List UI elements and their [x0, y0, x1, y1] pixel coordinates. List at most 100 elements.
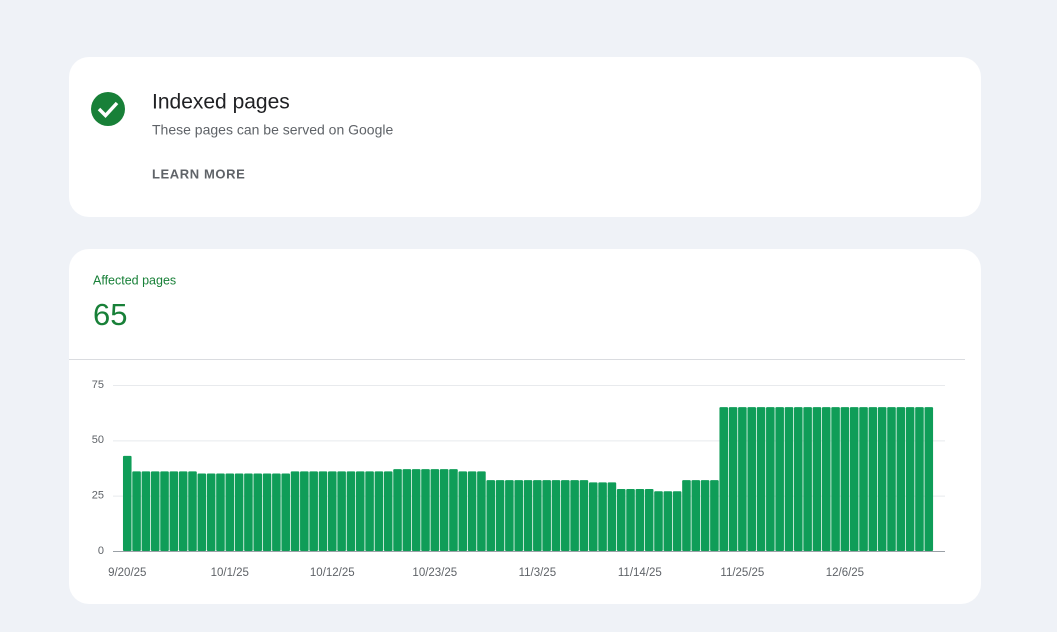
bar [775, 407, 784, 551]
x-tick-label: 11/25/25 [720, 567, 764, 579]
bar [905, 407, 915, 551]
bar [896, 407, 906, 551]
y-tick-label: 50 [92, 434, 104, 446]
bar [561, 480, 570, 551]
bar [272, 473, 281, 551]
bar [887, 407, 896, 551]
bar [411, 469, 421, 551]
bar [784, 407, 794, 551]
bar [495, 480, 505, 551]
x-tick-label: 10/12/25 [310, 567, 355, 579]
bar [682, 480, 691, 551]
bar [551, 480, 561, 551]
bar [728, 407, 738, 551]
bar [626, 489, 635, 551]
bar [607, 482, 617, 551]
bar [141, 471, 151, 551]
x-tick-label: 12/6/25 [826, 567, 864, 579]
bar [458, 471, 468, 551]
card-title: Indexed pages [152, 91, 290, 114]
bar [328, 471, 337, 551]
chart: 0 25 50 75 9/20/25 10/1/25 10/12/25 10/23/25 11/… [92, 379, 945, 579]
bar [206, 473, 216, 551]
bar [383, 471, 393, 551]
bar [514, 480, 523, 551]
bar [178, 471, 188, 551]
bar [644, 489, 654, 551]
bar [253, 473, 263, 551]
y-tick-label: 75 [92, 379, 104, 391]
bar [449, 469, 458, 551]
bar [756, 407, 766, 551]
bar [616, 489, 626, 551]
bar [346, 471, 356, 551]
bar [439, 469, 449, 551]
status-card [69, 57, 981, 217]
check-mark [97, 101, 119, 119]
bar [150, 471, 160, 551]
x-tick-label: 9/20/25 [108, 567, 146, 579]
bar [821, 407, 831, 551]
x-tick-label: 11/14/25 [618, 567, 662, 579]
summary-label: Affected pages [93, 273, 176, 287]
bar [197, 473, 207, 551]
bar [766, 407, 775, 551]
bar [635, 489, 645, 551]
x-tick-label: 10/23/25 [412, 567, 457, 579]
bar [234, 473, 244, 551]
bar [169, 471, 179, 551]
x-tick-label: 11/3/25 [519, 567, 557, 579]
bar [337, 471, 346, 551]
learn-more-link[interactable]: LEARN MORE [152, 166, 245, 181]
bar [570, 480, 579, 551]
bar [160, 471, 169, 551]
bar [663, 491, 673, 551]
bar [840, 407, 850, 551]
bar [672, 491, 682, 551]
summary-value: 65 [93, 297, 127, 332]
bar [355, 471, 365, 551]
bar [430, 469, 440, 551]
bar [402, 469, 412, 551]
bar [794, 407, 803, 551]
x-tick-label: 10/1/25 [211, 567, 249, 579]
bar [486, 480, 496, 551]
bar [915, 407, 924, 551]
bar [477, 471, 486, 551]
bar [309, 471, 318, 551]
bar [122, 455, 132, 551]
bar [719, 407, 729, 551]
bar [300, 471, 309, 551]
bar [868, 407, 878, 551]
bar [533, 480, 542, 551]
bar [216, 473, 225, 551]
bar [262, 473, 272, 551]
y-tick-label: 25 [92, 490, 104, 502]
bar [290, 471, 300, 551]
bar [505, 480, 514, 551]
bar [281, 473, 290, 551]
bar [710, 480, 719, 551]
bar [244, 473, 253, 551]
bar [924, 407, 934, 551]
bar [542, 480, 551, 551]
bar [877, 407, 887, 551]
bar [598, 482, 607, 551]
bar [812, 407, 822, 551]
bar [738, 407, 747, 551]
bar [691, 480, 701, 551]
bar [523, 480, 533, 551]
bar [467, 471, 477, 551]
bar [747, 407, 756, 551]
bar [588, 482, 598, 551]
bar [365, 471, 374, 551]
bar [859, 407, 868, 551]
bar [393, 469, 402, 551]
bar [188, 471, 197, 551]
bar [225, 473, 235, 551]
bar [831, 407, 840, 551]
bar [654, 491, 663, 551]
bar [374, 471, 384, 551]
